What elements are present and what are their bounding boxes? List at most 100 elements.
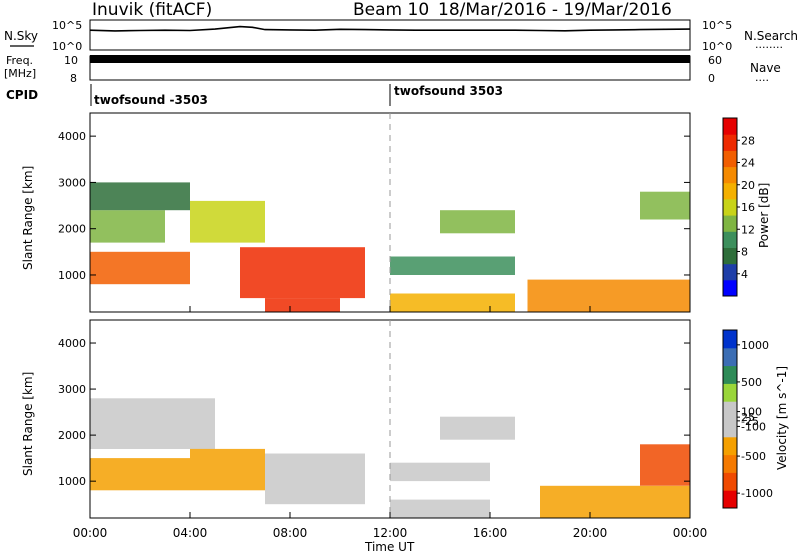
freq-series-band [90,55,690,63]
y-tick-label: 4000 [58,130,86,143]
colorbar-segment [723,490,737,509]
colorbar-tick-label: -500 [741,450,766,463]
colorbar-segment [723,118,737,135]
colorbar-tick-label: -1000 [741,487,773,500]
cpid-label: CPID [6,88,38,102]
colorbar-segment [723,263,737,281]
colorbar-tick-label: -100 [741,420,766,433]
vel-region [265,453,365,505]
colorbar-segment [723,383,737,402]
cpid-segment-2: twofsound 3503 [394,84,503,98]
power-region [90,182,190,211]
colorbar-tick-label: 25 [741,411,755,424]
nave-tick-bottom: 0 [708,72,715,85]
freq-label-line2: [MHz] [4,67,36,80]
nsearch-label: N.Search [744,29,798,43]
freq-label-line1: Freq. [6,54,33,67]
velocity-heatmap [90,398,690,518]
colorbar-tick-label: 1000 [741,339,769,352]
power-region [90,210,165,243]
freq-tick-top: 10 [64,54,78,67]
y-tick-label: 1000 [58,269,86,282]
colorbar-tick-label: 500 [741,376,762,389]
y-tick-label: 3000 [58,176,86,189]
colorbar-segment [723,247,737,265]
x-tick-label: 20:00 [573,526,608,540]
velocity-y-ticks: 1000 2000 3000 4000 [58,337,690,488]
colorbar-segment [723,419,737,438]
x-axis-label: Time UT [364,540,415,554]
power-region [527,279,690,312]
power-region [440,210,515,234]
power-colorbar: 4 8 12 16 20 24 28 [722,117,755,297]
nsearch-tick-bottom: 10^0 [702,40,732,53]
power-region [265,298,340,312]
beam-title: Beam 10 [353,0,429,20]
colorbar-segment [723,150,737,168]
x-tick-label: 00:00 [673,526,708,540]
vel-region [640,444,690,486]
x-axis-ticks: 00:00 04:00 08:00 12:00 16:00 20:00 00:00 [73,306,708,540]
colorbar-tick-label: 28 [741,134,755,147]
nsearch-tick-top: 10^5 [702,19,732,32]
colorbar-segment [723,279,737,297]
colorbar-segment [723,182,737,200]
nsky-series-line [89,25,691,32]
colorbar-segment [723,472,737,491]
power-y-ticks: 1000 2000 3000 4000 [58,130,690,282]
colorbar-tick-label: 4 [741,268,748,281]
y-tick-label: 2000 [58,223,86,236]
power-region [90,251,190,285]
colorbar-tick-label: 16 [741,201,755,214]
colorbar-frame [722,329,738,509]
nave-dots: .... [755,71,769,84]
colorbar-tick-label: 24 [741,157,755,170]
colorbar-segment [723,347,737,367]
vel-region [190,448,265,491]
power-region [640,191,690,220]
date-range-title: 18/Mar/2016 - 19/Mar/2016 [438,0,672,20]
vel-region [90,398,215,449]
y-tick-label: 3000 [58,383,86,396]
nsky-label: N.Sky [4,29,38,43]
power-region [190,200,265,243]
colorbar-segment [723,166,737,184]
x-tick-label: 04:00 [173,526,208,540]
cpid-segment-1: twofsound -3503 [94,93,208,107]
colorbar-segment [723,436,737,456]
y-tick-label: 4000 [58,337,86,350]
colorbar-segment [723,215,737,232]
colorbar-tick-label: 12 [741,223,755,236]
power-heatmap [90,182,690,312]
power-region [390,256,515,275]
x-tick-label: 08:00 [273,526,308,540]
nsky-tick-top: 10^5 [52,19,82,32]
colorbar-tick-label: 20 [741,179,755,192]
y-tick-label: 1000 [58,475,86,488]
nave-tick-top: 60 [708,54,722,67]
colorbar-segment [723,198,737,216]
velocity-colorbar-label: Velocity [m s^-1] [775,366,789,470]
vel-region [390,462,490,482]
velocity-ylabel: Slant Range [km] [21,372,35,476]
power-colorbar-label: Power [dB] [757,183,771,248]
freq-tick-bottom: 8 [70,72,77,85]
nsky-tick-bottom: 10^0 [52,40,82,53]
x-tick-label: 12:00 [373,526,408,540]
power-region [390,293,515,312]
x-tick-label: 16:00 [473,526,508,540]
nsky-panel-frame [89,19,691,51]
vel-region [390,499,490,518]
x-tick-label: 00:00 [73,526,108,540]
power-region [240,247,365,299]
colorbar-segment [723,454,737,473]
station-title: Inuvik (fitACF) [92,0,212,20]
colorbar-segment [723,231,737,248]
power-ylabel: Slant Range [km] [21,166,35,270]
colorbar-segment [723,134,737,151]
y-tick-label: 2000 [58,429,86,442]
colorbar-segment [723,330,737,349]
vel-region [540,485,690,518]
